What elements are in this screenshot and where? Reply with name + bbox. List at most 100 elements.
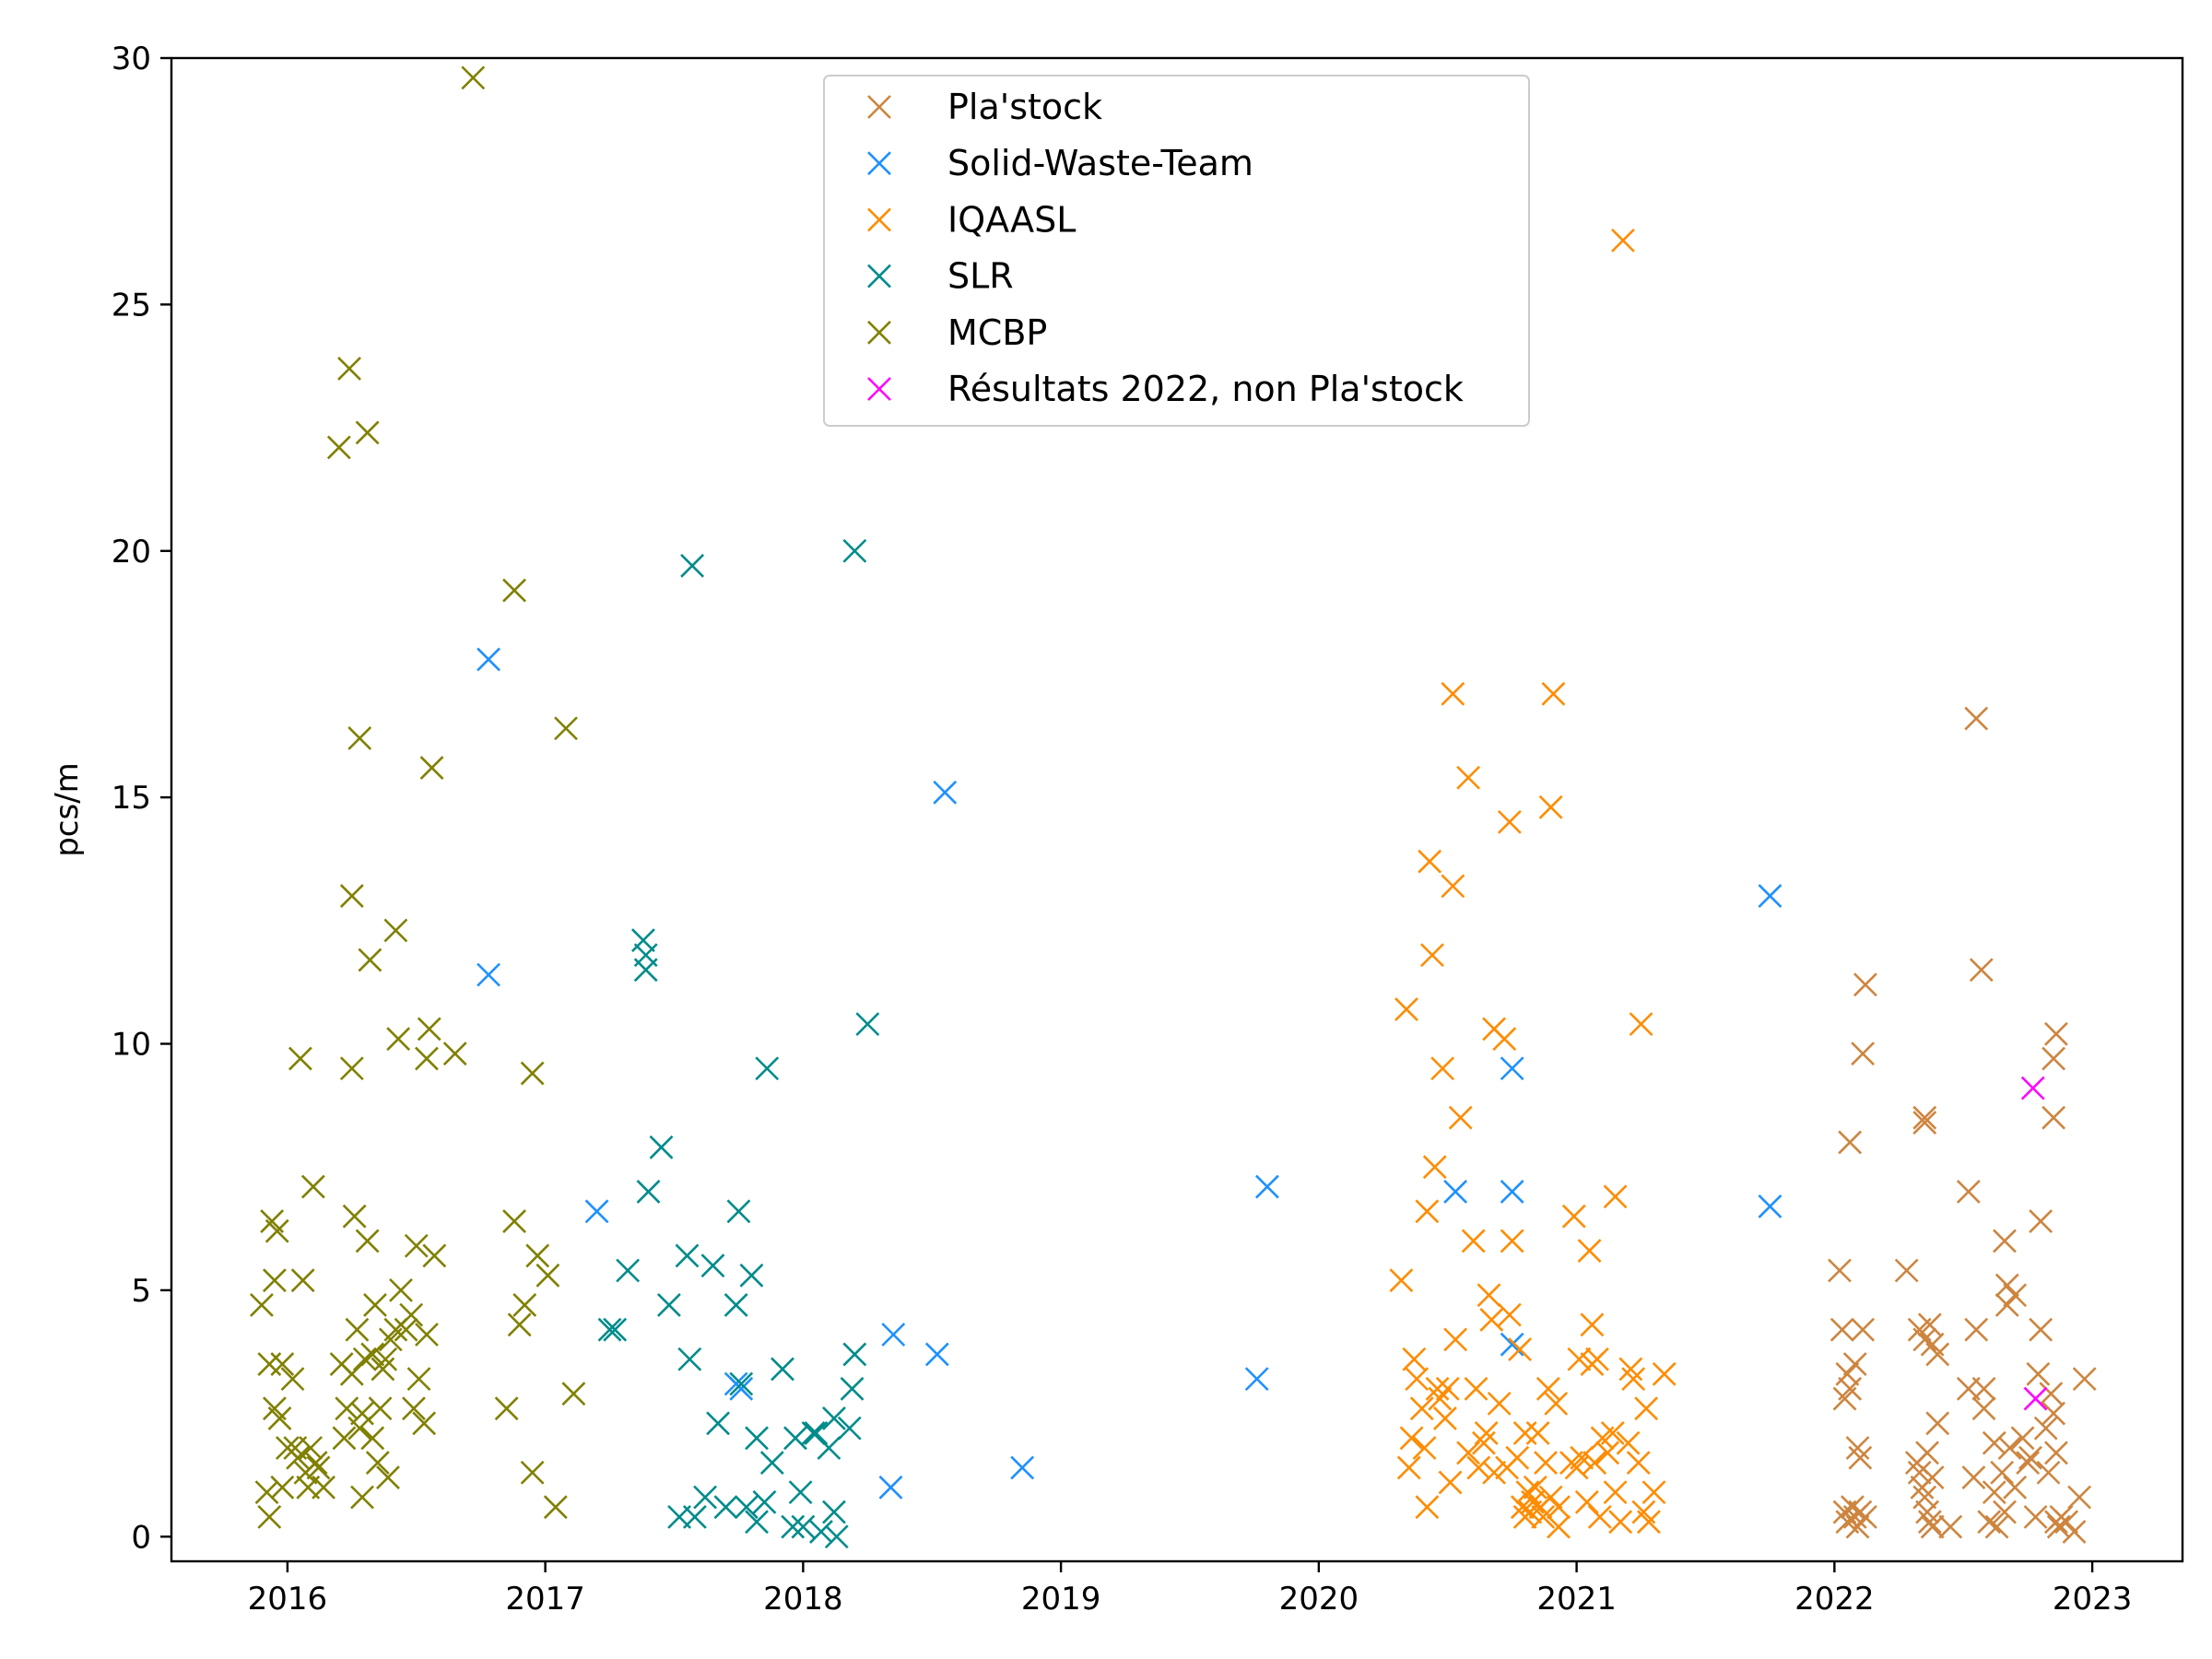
data-point [554,716,578,741]
data-point [822,1500,846,1524]
data-point [1621,1367,1646,1392]
data-point [1990,1460,2015,1485]
data-point [1574,1489,1599,1514]
data-point [1838,1130,1863,1155]
plot-frame [170,56,2184,1563]
data-point [2029,1317,2053,1342]
data-point [335,1396,359,1421]
legend-marker [867,264,891,288]
data-point [729,1376,754,1401]
data-point [249,1293,274,1317]
data-point [1405,1367,1430,1392]
data-point [881,1323,906,1347]
data-point [1585,1347,1609,1371]
data-point [1925,1411,1950,1436]
data-point [1603,1184,1628,1209]
data-point [656,1293,681,1317]
data-point [1402,1347,1427,1371]
data-point [2003,1475,2028,1500]
data-point [1464,1376,1488,1401]
data-point [1915,1500,1939,1524]
x-tick-label: 2022 [1794,1581,1875,1618]
data-point [706,1411,730,1436]
data-point [286,1445,310,1470]
y-tick-label: 30 [112,41,151,77]
data-point [1500,1056,1524,1081]
data-point [1487,1391,1512,1416]
data-point [1851,1317,1876,1342]
data-point [404,1233,429,1258]
data-point [1570,1445,1594,1470]
data-point [442,1041,467,1066]
data-point [1443,1180,1468,1204]
data-point [1567,1347,1592,1371]
data-point [1652,1361,1677,1386]
data-point [1500,1180,1524,1204]
data-point [300,1174,325,1199]
y-tick-label: 15 [112,780,151,817]
data-point [288,1046,312,1071]
data-point [394,1317,418,1342]
data-point [729,1371,754,1396]
data-point [267,1406,292,1430]
data-point [412,1411,437,1436]
data-point [1010,1455,1035,1480]
data-point [306,1455,331,1480]
x-tick-label: 2020 [1279,1581,1359,1618]
data-point [1994,1293,2019,1317]
data-point [1547,1514,1571,1539]
y-tick-label: 10 [112,1027,151,1064]
data-point [1531,1504,1556,1529]
legend-label: MCBP [947,312,1047,353]
data-point [2023,1386,2048,1411]
data-point [358,947,382,972]
data-point [633,958,658,982]
data-point [745,1510,769,1535]
data-points [249,65,2097,1549]
y-tick-label: 25 [112,287,151,324]
data-point [1435,1376,1460,1401]
data-point [616,1258,641,1283]
data-point [1525,1421,1550,1445]
data-point [745,1426,769,1451]
data-point [2046,1514,2071,1539]
data-point [1399,1426,1424,1451]
data-point [649,1135,674,1159]
legend-label: IQAASL [947,199,1076,240]
data-point [339,1056,364,1081]
data-point [1848,1445,1873,1470]
data-point [299,1436,323,1460]
data-point [2023,1504,2048,1529]
legend: Pla'stock Solid-Waste-Team IQAASL SLR MCBP Ré… [823,75,1530,427]
x-tick-label: 2019 [1021,1581,1101,1618]
x-tick-label: 2023 [2053,1581,2133,1618]
data-point [345,1317,370,1342]
data-point [1474,1421,1499,1445]
data-point [788,1480,813,1505]
data-point [1482,1460,1507,1485]
y-tick-label: 5 [131,1273,151,1310]
data-point [1758,884,1783,909]
data-point [824,1524,849,1549]
data-point [1433,1406,1457,1430]
data-point [1608,1510,1633,1535]
data-point [1969,958,1994,982]
data-point [1534,1451,1558,1475]
data-point [1580,1312,1605,1337]
data-point [1441,874,1465,899]
y-axis-label: pcs/m [49,762,86,857]
data-point [1461,1229,1486,1253]
data-point [924,1342,949,1367]
legend-label: SLR [947,256,1014,297]
data-point [1544,1391,1569,1416]
legend-box [823,75,1530,427]
data-point [1583,1451,1607,1475]
data-point [494,1396,519,1421]
data-point [1535,1376,1560,1401]
data-point [1993,1229,2017,1253]
data-point [2018,1445,2042,1470]
data-point [1964,1317,1989,1342]
data-point [461,65,486,90]
data-point [1912,1327,1937,1352]
